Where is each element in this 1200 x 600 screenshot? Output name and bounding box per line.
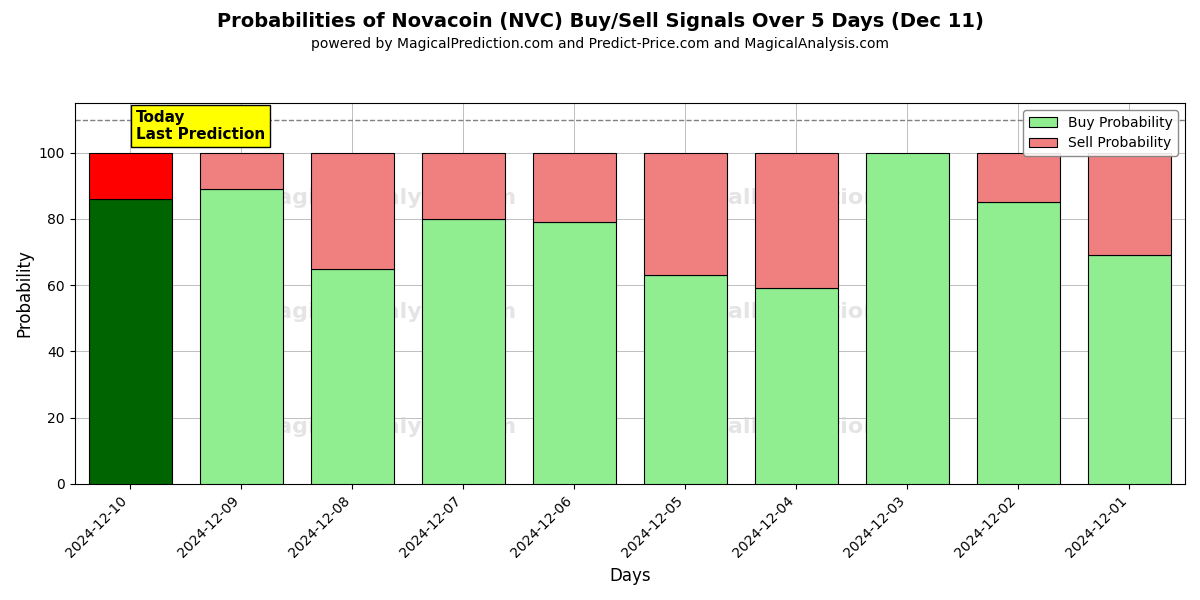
Text: powered by MagicalPrediction.com and Predict-Price.com and MagicalAnalysis.com: powered by MagicalPrediction.com and Pre… [311, 37, 889, 51]
Bar [199, 189, 283, 484]
Bar [1088, 152, 1171, 256]
Legend: Buy Probability, Sell Probability: Buy Probability, Sell Probability [1024, 110, 1178, 156]
Bar [199, 152, 283, 189]
Bar [533, 222, 616, 484]
Bar [311, 269, 394, 484]
Bar [977, 152, 1060, 202]
Bar [755, 152, 838, 289]
Bar [533, 152, 616, 222]
Bar [421, 152, 505, 219]
Text: Today
Last Prediction: Today Last Prediction [136, 110, 265, 142]
Text: MagicalAnalysis.com: MagicalAnalysis.com [254, 302, 516, 322]
X-axis label: Days: Days [610, 567, 650, 585]
Bar [755, 289, 838, 484]
Text: MagicalPrediction.com: MagicalPrediction.com [654, 302, 940, 322]
Bar [421, 219, 505, 484]
Bar [977, 202, 1060, 484]
Bar [865, 152, 949, 484]
Y-axis label: Probability: Probability [16, 250, 34, 337]
Text: MagicalPrediction.com: MagicalPrediction.com [654, 417, 940, 437]
Text: MagicalPrediction.com: MagicalPrediction.com [654, 188, 940, 208]
Bar [89, 199, 172, 484]
Text: MagicalAnalysis.com: MagicalAnalysis.com [254, 188, 516, 208]
Bar [643, 275, 727, 484]
Bar [643, 152, 727, 275]
Bar [1088, 256, 1171, 484]
Text: Probabilities of Novacoin (NVC) Buy/Sell Signals Over 5 Days (Dec 11): Probabilities of Novacoin (NVC) Buy/Sell… [216, 12, 984, 31]
Text: MagicalAnalysis.com: MagicalAnalysis.com [254, 417, 516, 437]
Bar [311, 152, 394, 269]
Bar [89, 152, 172, 199]
